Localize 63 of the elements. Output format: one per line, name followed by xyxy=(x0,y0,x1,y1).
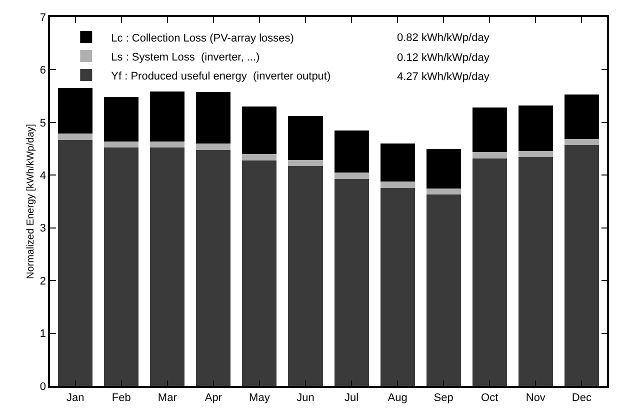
bar xyxy=(242,160,277,386)
x-tick-label: Nov xyxy=(526,392,546,404)
x-tick-label: Dec xyxy=(572,392,592,404)
x-tick-label: Oct xyxy=(481,392,498,404)
bar xyxy=(426,194,461,386)
bar xyxy=(288,166,323,386)
bar xyxy=(518,106,553,151)
annotation: 4.27 kWh/kWp/day xyxy=(397,71,490,83)
x-tick-label: May xyxy=(249,392,270,404)
bar xyxy=(196,144,231,150)
x-tick-label: Sep xyxy=(434,392,454,404)
bar xyxy=(518,150,553,158)
legend-label: Lc : Collection Loss (PV-array losses) xyxy=(111,32,294,44)
bar xyxy=(288,116,323,160)
bar xyxy=(242,106,277,154)
bar xyxy=(334,130,369,173)
bar xyxy=(472,152,507,158)
bar xyxy=(334,172,369,179)
x-tick-label: Apr xyxy=(204,392,222,404)
bar xyxy=(288,160,323,166)
bar xyxy=(150,148,185,386)
x-tick-label: Jul xyxy=(344,392,359,404)
y-tick-label: 2 xyxy=(40,275,46,288)
bar xyxy=(58,134,93,140)
annotation: 0.82 kWh/kWp/day xyxy=(397,32,490,44)
bar xyxy=(150,141,185,148)
bar xyxy=(58,140,93,386)
annotation: 0.12 kWh/kWp/day xyxy=(397,52,490,64)
y-tick-label: 6 xyxy=(40,64,46,77)
bar xyxy=(196,150,231,386)
bar xyxy=(564,138,599,146)
x-tick-label: Aug xyxy=(388,392,408,404)
y-axis-title: Normalized Energy [kWh/kWp/day] xyxy=(25,124,36,280)
legend-label: Yf : Produced useful energy (inverter output) xyxy=(111,70,331,82)
bar xyxy=(564,145,599,386)
bar xyxy=(518,157,553,386)
y-tick-label: 7 xyxy=(40,12,46,24)
bar xyxy=(426,188,461,195)
y-tick-label: 1 xyxy=(40,328,46,340)
y-tick-label: 0 xyxy=(40,380,46,393)
bar xyxy=(150,91,185,142)
x-tick-label: Mar xyxy=(158,392,178,404)
y-tick-label: 4 xyxy=(40,170,46,182)
bar xyxy=(196,92,231,144)
bar xyxy=(104,148,139,386)
bar xyxy=(472,158,507,386)
y-tick-label: 5 xyxy=(40,117,46,130)
bar xyxy=(104,97,139,142)
bar xyxy=(426,148,461,188)
bar xyxy=(334,178,369,386)
bar xyxy=(242,154,277,160)
x-tick-label: Jun xyxy=(296,392,314,404)
y-tick-label: 3 xyxy=(40,222,46,235)
legend-label: Ls : System Loss (inverter, ...) xyxy=(111,51,260,64)
bar xyxy=(104,141,139,148)
bar xyxy=(564,94,599,139)
bar xyxy=(380,181,415,188)
bar xyxy=(58,88,93,134)
bar xyxy=(380,188,415,386)
x-tick-label: Feb xyxy=(112,392,131,404)
x-tick-label: Jan xyxy=(66,392,84,404)
bar xyxy=(380,144,415,182)
bar xyxy=(472,108,507,152)
